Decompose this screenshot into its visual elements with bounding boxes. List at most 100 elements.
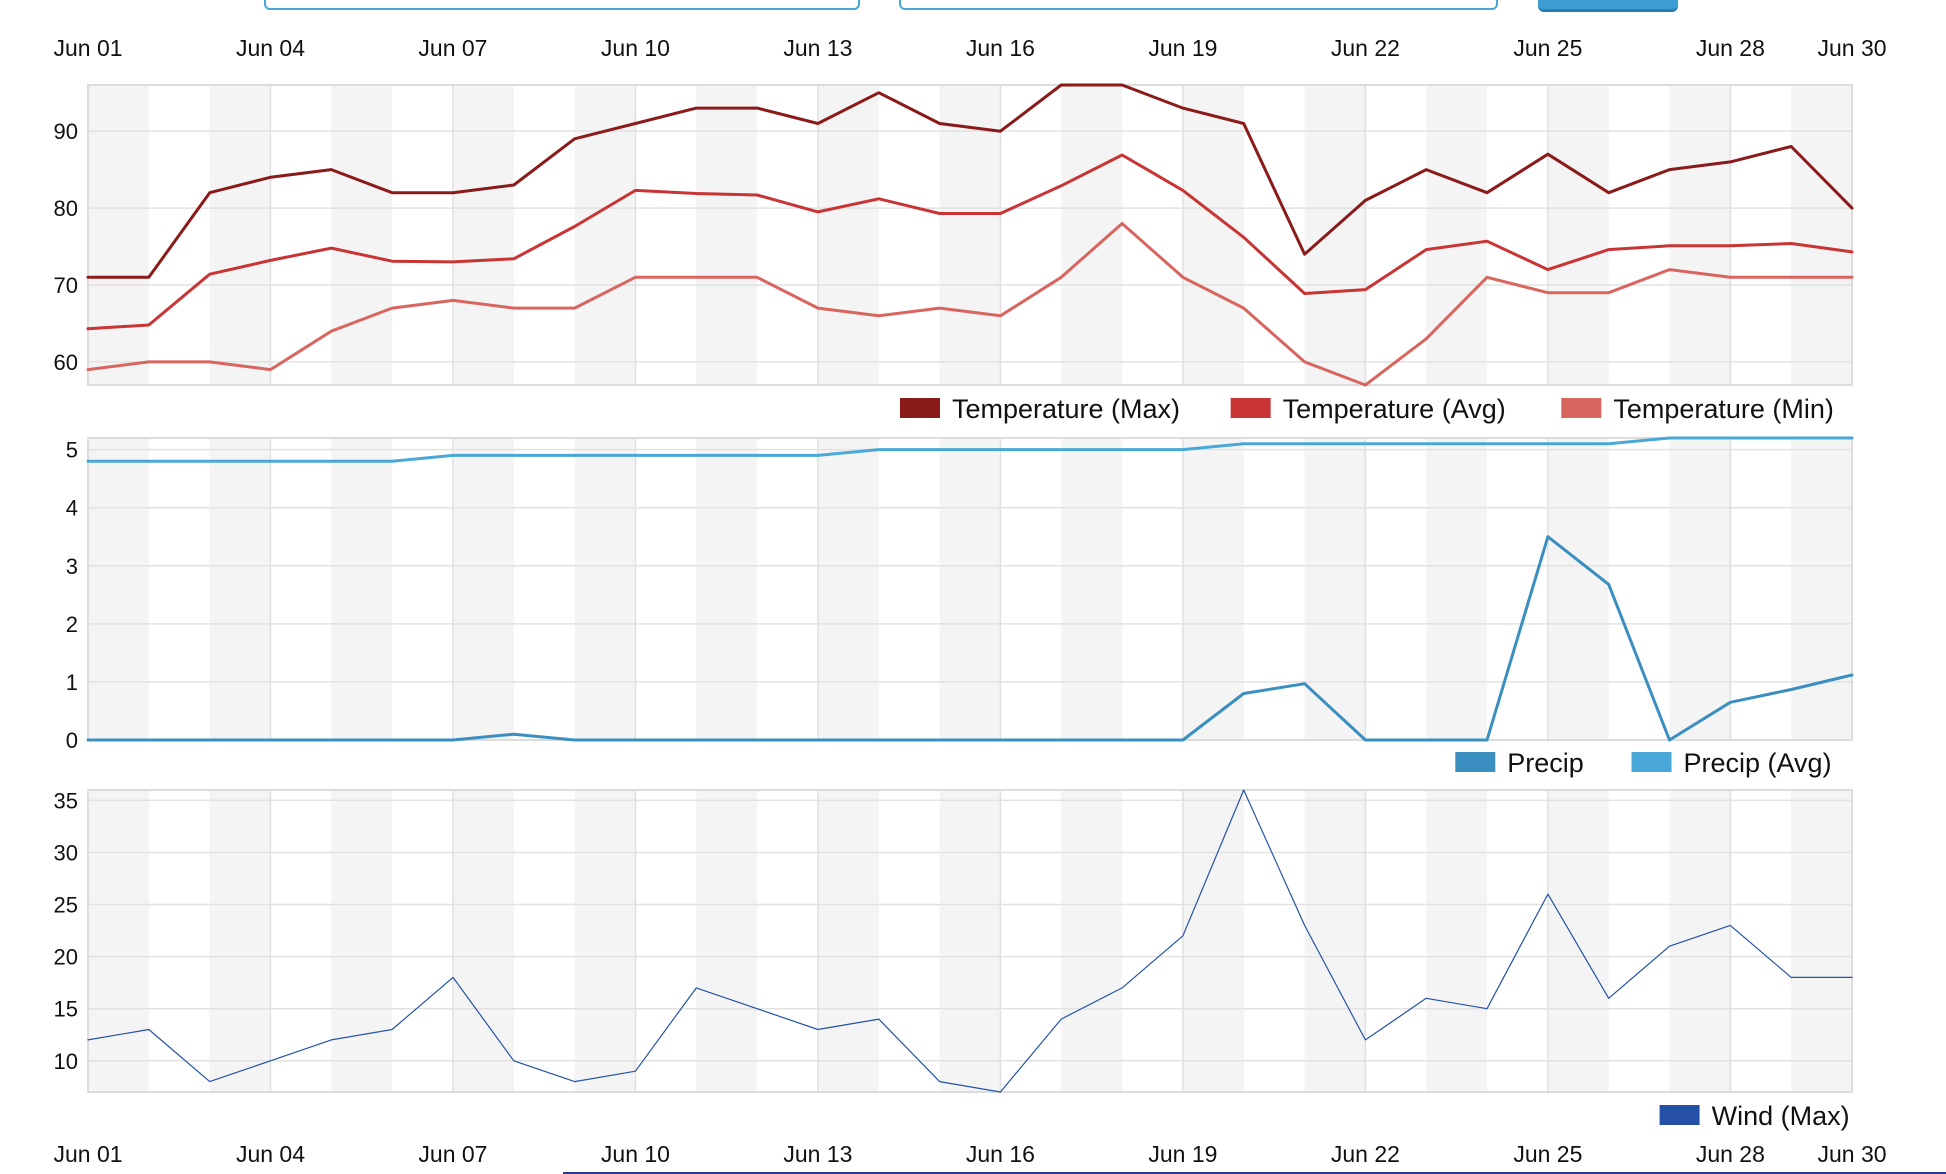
day-band bbox=[331, 438, 393, 740]
y-tick-label: 35 bbox=[54, 788, 78, 813]
day-band bbox=[939, 790, 1001, 1092]
y-tick-label: 60 bbox=[54, 350, 78, 375]
day-band bbox=[331, 790, 393, 1092]
legend-label: Temperature (Min) bbox=[1613, 394, 1834, 424]
day-band bbox=[1791, 790, 1852, 1092]
day-band bbox=[696, 85, 758, 385]
y-tick-label: 1 bbox=[66, 670, 78, 695]
y-tick-label: 70 bbox=[54, 273, 78, 298]
y-tick-label: 4 bbox=[66, 496, 78, 521]
legend-swatch bbox=[1455, 752, 1496, 772]
day-band bbox=[574, 438, 636, 740]
series-line-temperature-min bbox=[86, 222, 1854, 387]
x-tick-label: Jun 22 bbox=[1331, 35, 1400, 61]
series-line-precip bbox=[86, 535, 1854, 742]
plot-frame bbox=[87, 84, 1853, 386]
y-tick-label: 30 bbox=[54, 840, 78, 865]
day-band bbox=[331, 85, 393, 385]
plot-frame bbox=[87, 789, 1853, 1093]
day-band bbox=[1426, 438, 1488, 740]
day-band bbox=[452, 438, 514, 740]
legend-label: Precip (Avg) bbox=[1684, 748, 1832, 778]
day-band bbox=[88, 85, 149, 385]
day-band bbox=[1061, 85, 1123, 385]
day-band bbox=[209, 85, 271, 385]
day-band bbox=[1061, 438, 1123, 740]
y-tick-label: 10 bbox=[54, 1049, 78, 1074]
legend-swatch bbox=[1631, 752, 1672, 772]
day-band bbox=[88, 438, 149, 740]
y-tick-label: 5 bbox=[66, 438, 78, 463]
y-tick-label: 3 bbox=[66, 554, 78, 579]
day-band bbox=[209, 438, 271, 740]
series-line-temperature-max bbox=[86, 83, 1854, 279]
x-tick-label: Jun 19 bbox=[1148, 35, 1217, 61]
filter-input-1[interactable] bbox=[264, 0, 860, 10]
day-band bbox=[696, 790, 758, 1092]
x-tick-label: Jun 07 bbox=[418, 1141, 487, 1167]
y-tick-label: 15 bbox=[54, 997, 78, 1022]
series-line-precip-avg bbox=[86, 436, 1854, 463]
day-band bbox=[1304, 790, 1366, 1092]
day-band bbox=[574, 790, 636, 1092]
day-band bbox=[1304, 85, 1366, 385]
chart-panel-2: 0 1 2 3 4 5 Precip Precip (Avg) bbox=[66, 436, 1854, 778]
day-band bbox=[1182, 85, 1244, 385]
submit-button[interactable] bbox=[1538, 0, 1678, 12]
legend-label: Temperature (Avg) bbox=[1283, 394, 1506, 424]
x-tick-label: Jun 30 bbox=[1817, 35, 1886, 61]
y-tick-label: 25 bbox=[54, 893, 78, 918]
day-band bbox=[817, 85, 879, 385]
day-band bbox=[1182, 438, 1244, 740]
day-band bbox=[1547, 790, 1609, 1092]
series-line-temperature-avg bbox=[86, 153, 1854, 331]
filter-input-2[interactable] bbox=[899, 0, 1498, 10]
y-tick-label: 0 bbox=[66, 728, 78, 753]
x-tick-label: Jun 30 bbox=[1817, 1141, 1886, 1167]
day-band bbox=[1304, 438, 1366, 740]
day-band bbox=[1669, 790, 1731, 1092]
day-band bbox=[1547, 438, 1609, 740]
x-tick-label: Jun 01 bbox=[53, 1141, 122, 1167]
day-band bbox=[1061, 790, 1123, 1092]
day-band bbox=[1669, 85, 1731, 385]
day-band bbox=[939, 85, 1001, 385]
x-tick-label: Jun 07 bbox=[418, 35, 487, 61]
x-tick-label: Jun 04 bbox=[236, 35, 305, 61]
bottom-rule bbox=[563, 1172, 1946, 1174]
x-tick-label: Jun 01 bbox=[53, 35, 122, 61]
day-band bbox=[1669, 438, 1731, 740]
day-band bbox=[1182, 790, 1244, 1092]
day-band bbox=[1791, 85, 1852, 385]
legend-label: Wind (Max) bbox=[1712, 1101, 1850, 1131]
day-band bbox=[1547, 85, 1609, 385]
day-band bbox=[1426, 85, 1488, 385]
day-band bbox=[209, 790, 271, 1092]
x-tick-label: Jun 13 bbox=[783, 35, 852, 61]
legend-swatch bbox=[1561, 398, 1602, 418]
legend-swatch bbox=[1659, 1105, 1700, 1125]
day-band bbox=[452, 790, 514, 1092]
x-tick-label: Jun 16 bbox=[966, 35, 1035, 61]
legend-swatch bbox=[899, 398, 940, 418]
x-tick-label: Jun 25 bbox=[1513, 35, 1582, 61]
legend-label: Temperature (Max) bbox=[952, 394, 1180, 424]
day-band bbox=[939, 438, 1001, 740]
day-band bbox=[1791, 438, 1852, 740]
y-tick-label: 20 bbox=[54, 945, 78, 970]
x-tick-label: Jun 10 bbox=[601, 35, 670, 61]
x-tick-label: Jun 19 bbox=[1148, 1141, 1217, 1167]
day-band bbox=[452, 85, 514, 385]
day-band bbox=[1426, 790, 1488, 1092]
chart-panel-1: 60 70 80 90 Temperature (Max) Temperature (Av… bbox=[54, 83, 1854, 424]
day-band bbox=[817, 790, 879, 1092]
y-tick-label: 90 bbox=[54, 119, 78, 144]
day-band bbox=[696, 438, 758, 740]
legend-label: Precip bbox=[1507, 748, 1584, 778]
y-tick-label: 80 bbox=[54, 196, 78, 221]
x-tick-label: Jun 28 bbox=[1696, 1141, 1765, 1167]
legend-swatch bbox=[1230, 398, 1271, 418]
x-tick-label: Jun 28 bbox=[1696, 35, 1765, 61]
x-tick-label: Jun 16 bbox=[966, 1141, 1035, 1167]
